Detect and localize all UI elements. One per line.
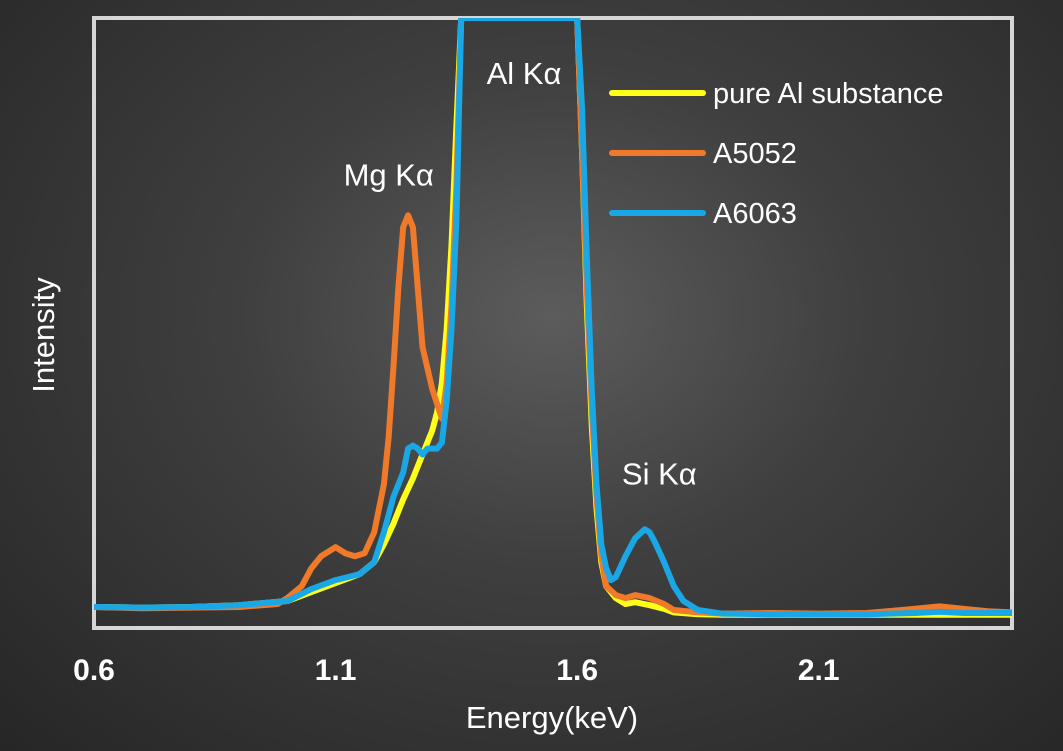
legend: pure Al substance A5052 A6063: [609, 78, 944, 230]
y-axis-title: Intensity: [26, 277, 61, 393]
peak-annotations: Al Kα Mg Kα Si Kα: [344, 56, 697, 492]
series-layer: [94, 18, 1012, 618]
x-tick-label: 2.1: [798, 654, 840, 687]
x-tick-labels: 0.6 1.1 1.6 2.1: [73, 654, 839, 687]
legend-label-a5052: A5052: [713, 138, 797, 170]
series-line-a6063: [94, 18, 1012, 618]
annotation-si: Si Kα: [622, 456, 697, 491]
x-tick-label: 1.1: [315, 654, 357, 687]
x-tick-label: 0.6: [73, 654, 115, 687]
x-axis-title: Energy(keV): [466, 700, 638, 735]
annotation-al: Al Kα: [487, 56, 562, 91]
legend-label-pure-al-substance: pure Al substance: [713, 78, 944, 110]
annotation-mg: Mg Kα: [344, 157, 434, 192]
x-tick-label: 1.6: [556, 654, 598, 687]
legend-label-a6063: A6063: [713, 198, 797, 230]
